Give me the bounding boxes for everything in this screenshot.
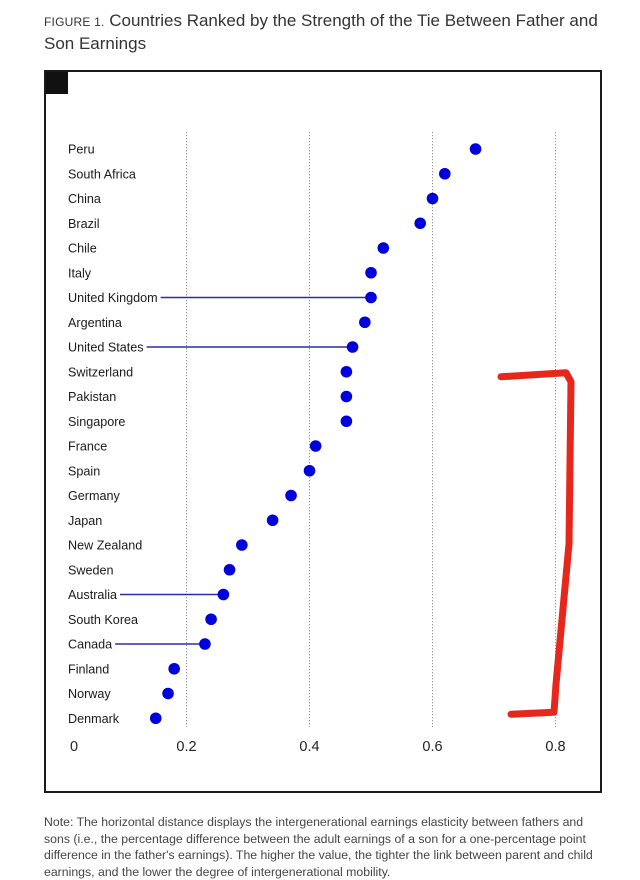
corner-marker	[46, 72, 68, 94]
data-point	[168, 662, 180, 675]
data-point	[340, 365, 353, 378]
x-tick-label: 0	[70, 739, 78, 755]
country-label: Argentina	[68, 316, 122, 330]
chart-svg: 0 0.2 0.4 0.6 0.8 Peru South Africa China Brazil…	[68, 132, 575, 755]
country-label: Chile	[68, 242, 97, 256]
data-point	[162, 687, 174, 700]
country-label: Singapore	[68, 415, 125, 429]
data-point	[266, 514, 279, 527]
country-label: Peru	[68, 143, 95, 157]
x-tick-label: 0.4	[299, 739, 319, 755]
country-label: United Kingdom	[68, 291, 158, 305]
country-label: Norway	[68, 687, 111, 701]
data-point	[426, 192, 439, 205]
data-point	[309, 440, 322, 452]
data-point	[303, 464, 316, 477]
data-point	[359, 316, 371, 329]
data-point	[149, 712, 162, 725]
country-label: United States	[68, 341, 144, 355]
data-point	[217, 588, 230, 601]
country-label: Canada	[68, 638, 112, 652]
x-tick-label: 0.2	[176, 739, 196, 755]
data-point	[365, 291, 377, 304]
country-label: Pakistan	[68, 390, 116, 404]
country-label: Australia	[68, 588, 117, 602]
red-bracket-annotation	[497, 369, 575, 718]
data-point	[205, 613, 217, 626]
figure-title-text: Countries Ranked by the Strength of the …	[44, 11, 598, 53]
x-tick-label: 0.8	[545, 739, 565, 755]
data-point	[285, 489, 297, 502]
figure-label: FIGURE 1.	[44, 15, 105, 29]
data-point	[199, 638, 211, 650]
figure-title: FIGURE 1. Countries Ranked by the Streng…	[44, 10, 624, 54]
data-point	[346, 341, 359, 353]
country-label: Finland	[68, 662, 109, 676]
country-label: Germany	[68, 489, 120, 503]
data-point	[469, 143, 482, 155]
country-label: New Zealand	[68, 539, 142, 553]
chart-frame: 0 0.2 0.4 0.6 0.8 Peru South Africa China Brazil…	[44, 70, 602, 793]
country-label: Japan	[68, 514, 102, 528]
country-label: Brazil	[68, 217, 100, 231]
figure-note: Note: The horizontal distance displays t…	[44, 815, 593, 879]
country-label: China	[68, 192, 101, 206]
data-point	[223, 563, 236, 576]
country-label: South Africa	[68, 167, 136, 181]
data-point	[340, 390, 353, 403]
x-tick-label: 0.6	[422, 739, 442, 755]
data-point	[236, 539, 248, 551]
country-label: Denmark	[68, 712, 120, 726]
data-point	[377, 242, 390, 254]
data-point	[340, 415, 353, 428]
data-point	[365, 266, 377, 279]
country-label: South Korea	[68, 613, 138, 627]
data-point	[414, 217, 427, 230]
country-label: Italy	[68, 266, 92, 280]
data-point	[439, 167, 451, 180]
country-label: Switzerland	[68, 365, 133, 379]
country-label: France	[68, 440, 107, 454]
country-label: Sweden	[68, 563, 114, 577]
country-label: Spain	[68, 464, 100, 478]
